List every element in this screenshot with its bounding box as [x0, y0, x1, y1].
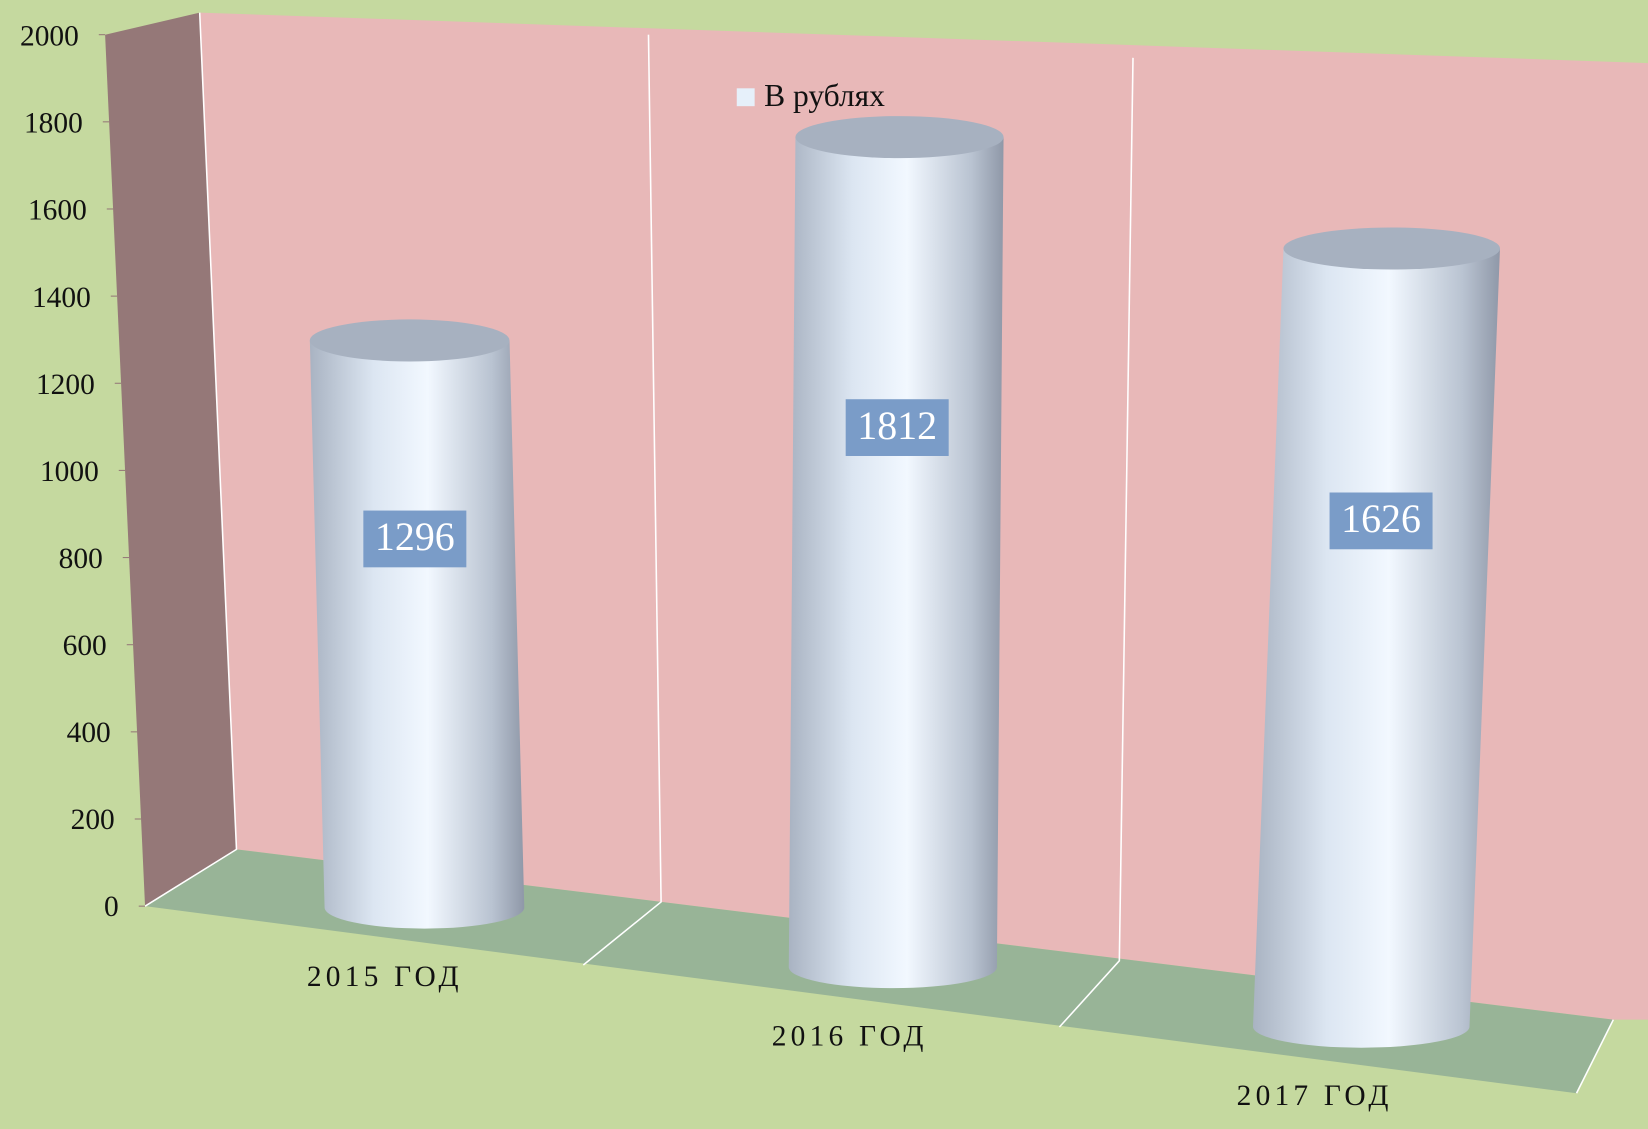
y-tick-label: 1600 [28, 195, 87, 227]
value-label: 1812 [857, 403, 937, 448]
cylinder-top [1283, 227, 1500, 270]
y-tick-label: 800 [59, 543, 103, 575]
value-label-box [845, 399, 949, 456]
y-tick-label: 1200 [36, 369, 95, 401]
walls-lines [144, 12, 1615, 1094]
cylinder-top [795, 116, 1004, 159]
edge [1575, 1019, 1615, 1094]
side-wall [105, 12, 237, 907]
cylinder-body [788, 137, 1004, 989]
y-tick-label: 600 [63, 630, 107, 662]
y-tick-label: 0 [104, 891, 119, 923]
divider [582, 34, 662, 966]
legend-swatch [736, 88, 755, 107]
value-label-box [363, 510, 467, 568]
cylinder [1252, 227, 1500, 1048]
y-tick-label: 1000 [40, 456, 99, 488]
y-tick-label: 200 [71, 804, 115, 836]
divider [1058, 57, 1134, 1028]
cylinder-top [309, 319, 510, 362]
x-tick-label: 2016 ГОД [772, 1020, 928, 1052]
legend-label: В рублях [764, 78, 885, 113]
x-tick-label: 2015 ГОД [307, 961, 463, 993]
value-label: 1296 [375, 514, 455, 559]
cylinder [309, 319, 525, 929]
cylinder-body [309, 340, 525, 929]
y-tick-label: 1800 [24, 108, 83, 140]
y-tick-label: 1400 [32, 282, 91, 314]
edge [144, 12, 238, 907]
x-tick-label: 2017 ГОД [1237, 1080, 1393, 1112]
y-tick-label: 400 [67, 717, 111, 749]
cylinder-body [1252, 248, 1500, 1048]
y-tick-label: 2000 [20, 21, 79, 53]
value-label-box [1329, 492, 1433, 550]
cylinder [788, 116, 1004, 989]
value-label: 1626 [1341, 496, 1421, 541]
